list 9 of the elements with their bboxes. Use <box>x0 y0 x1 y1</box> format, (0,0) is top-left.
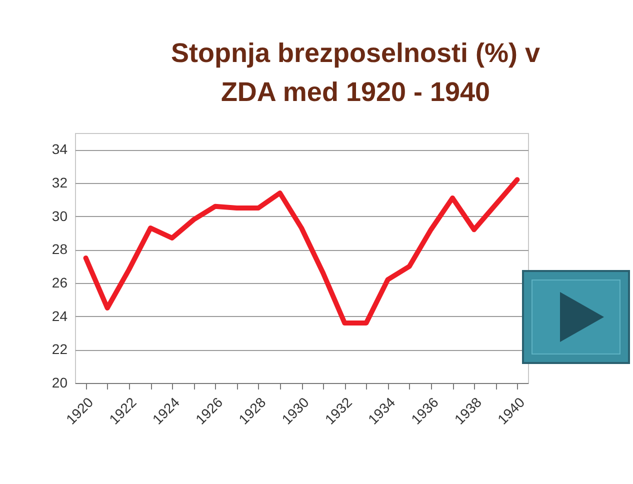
y-tick-label: 20 <box>52 374 68 390</box>
y-tick-label: 34 <box>52 141 68 158</box>
y-tick-label: 28 <box>52 241 68 258</box>
y-tick-label: 30 <box>52 208 68 224</box>
y-tick-label: 24 <box>52 308 68 324</box>
y-tick-label: 22 <box>52 341 68 358</box>
chart-title: Stopnja brezposelnosti (%) v ZDA med 1920 - 1940 <box>170 38 540 107</box>
y-tick-label: 26 <box>52 274 68 290</box>
y-tick-label: 32 <box>52 174 68 190</box>
